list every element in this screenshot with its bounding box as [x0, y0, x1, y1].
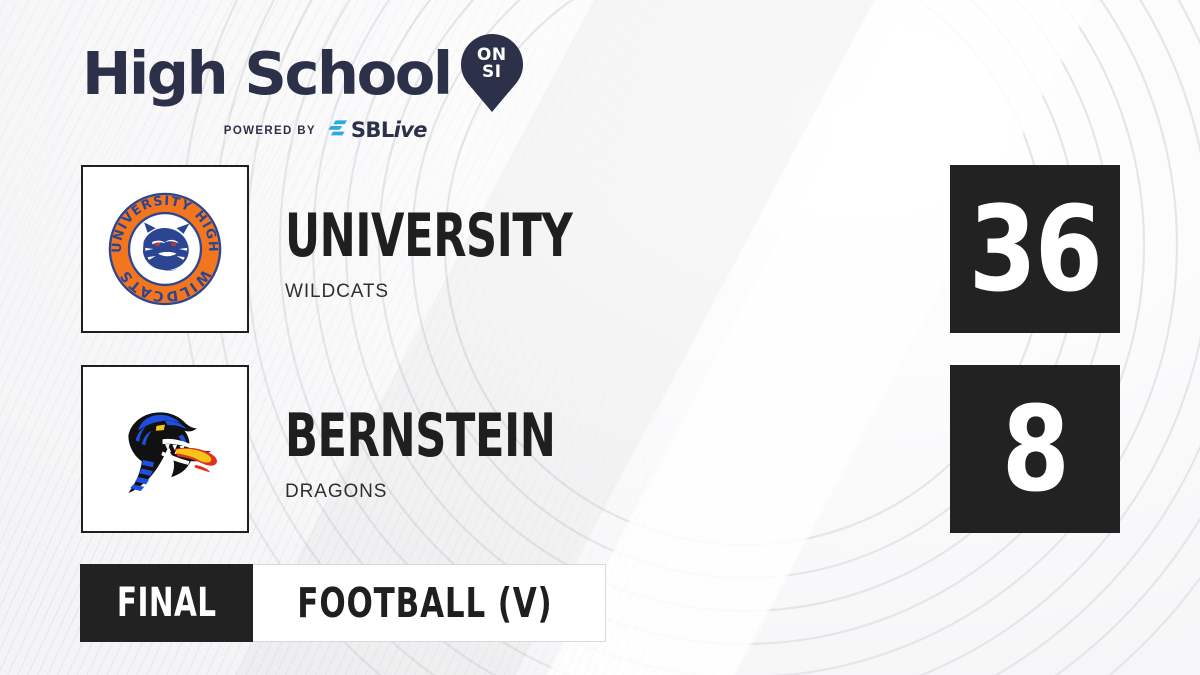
sblive-logo: SBLive	[327, 118, 428, 143]
sport-label-box: FOOTBALL (V)	[253, 564, 607, 642]
game-status-bar: FINAL FOOTBALL (V)	[80, 564, 607, 642]
score-value-bernstein: 8	[1001, 380, 1070, 518]
sblive-wordmark-bold: SBL	[350, 118, 394, 142]
team-mascot-wildcats: WILDCATS	[285, 281, 389, 302]
sblive-wordmark: SBLive	[350, 118, 428, 142]
pin-line-si: SI	[481, 62, 502, 82]
sport-label: FOOTBALL (V)	[297, 578, 553, 627]
team-mascot-dragons: DRAGONS	[285, 481, 388, 502]
brand-lockup: High School ON SI POWERED BY	[82, 34, 523, 143]
team-name-bernstein: BERNSTEIN	[285, 401, 556, 471]
score-box-bernstein: 8	[950, 365, 1120, 533]
score-value-university: 36	[968, 180, 1103, 318]
sblive-wordmark-italic: ive	[393, 118, 428, 142]
on-si-pin-icon: ON SI	[460, 34, 523, 112]
sblive-s-mark-icon	[327, 118, 348, 143]
status-badge: FINAL	[80, 564, 254, 642]
brand-wordmark: High School	[82, 38, 453, 108]
bernstein-dragons-head-icon	[128, 412, 218, 493]
brand-wordmark-row: High School ON SI	[82, 34, 523, 112]
on-si-pin-text: ON SI	[461, 47, 523, 81]
score-box-university: 36	[950, 165, 1120, 333]
powered-by-row: POWERED BY SBLive	[128, 118, 523, 143]
team-logo-box-university: UNIVERSITY HIGH WILDCATS	[81, 165, 249, 333]
status-badge-label: FINAL	[116, 580, 217, 626]
team-name-university: UNIVERSITY	[285, 201, 573, 271]
team-logo-box-bernstein	[81, 365, 249, 533]
pin-line-on: ON	[476, 45, 507, 65]
university-wildcats-seal-icon: UNIVERSITY HIGH WILDCATS	[108, 192, 222, 306]
powered-by-label: POWERED BY	[223, 124, 316, 137]
